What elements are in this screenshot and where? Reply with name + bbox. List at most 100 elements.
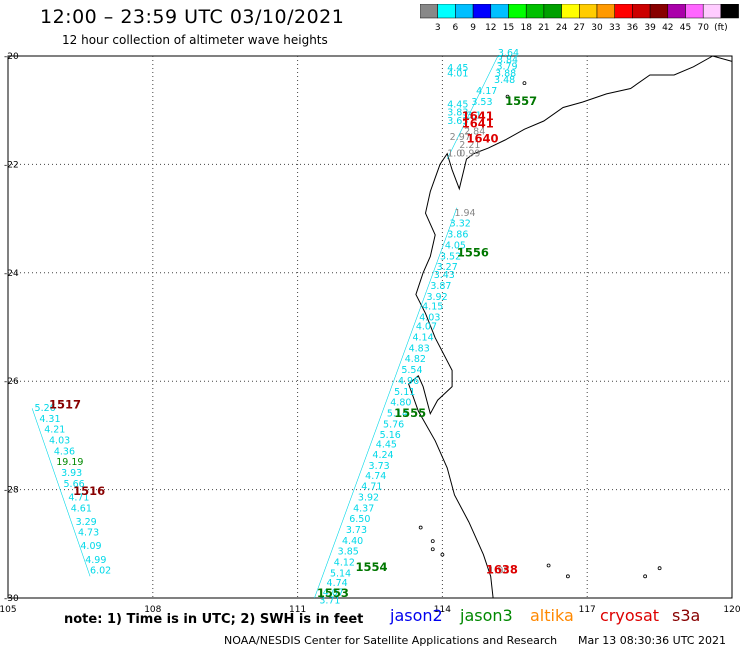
wave-height-reading: 5.76 bbox=[383, 419, 404, 430]
wave-height-reading: 2.84 bbox=[464, 127, 485, 138]
wave-height-reading: 3.43 bbox=[434, 270, 455, 281]
wave-height-reading: 1.98 bbox=[488, 566, 509, 577]
colorbar-label: 21 bbox=[538, 23, 549, 32]
satellite-track bbox=[31, 408, 91, 577]
wave-height-reading: 4.05 bbox=[445, 240, 466, 251]
wave-height-reading: 4.74 bbox=[365, 471, 386, 482]
wave-height-reading: 3.83 bbox=[447, 108, 468, 119]
wave-height-reading: 4.24 bbox=[372, 450, 393, 461]
wave-height-reading: 19.19 bbox=[56, 457, 83, 468]
wave-height-reading: 3.65 bbox=[447, 116, 468, 127]
wave-height-reading: 2.21 bbox=[459, 140, 480, 151]
colorbar-label: 27 bbox=[574, 23, 585, 32]
wave-height-reading: 4.71 bbox=[361, 482, 382, 493]
wave-height-reading: 3.84 bbox=[497, 55, 518, 66]
y-tick-label: -26 bbox=[4, 377, 19, 387]
y-tick-label: -22 bbox=[4, 160, 19, 170]
coastline bbox=[408, 55, 733, 599]
wave-height-reading: 5.16 bbox=[380, 430, 401, 441]
wave-height-reading: 3.52 bbox=[440, 251, 461, 262]
island bbox=[657, 566, 662, 571]
x-tick-label: 120 bbox=[723, 605, 740, 615]
colorbar-label: 3 bbox=[435, 23, 441, 32]
pass-time-label: 1554 bbox=[356, 560, 388, 574]
island bbox=[546, 563, 551, 568]
wave-height-reading: 4.83 bbox=[409, 343, 430, 354]
wave-height-reading: 3.1 bbox=[467, 110, 482, 121]
colorbar-label: 39 bbox=[644, 23, 656, 32]
wave-height-reading: 4.71 bbox=[68, 492, 89, 503]
wave-height-reading: 3.53 bbox=[471, 97, 492, 108]
wave-height-reading: 4.45 bbox=[376, 439, 397, 450]
satellite-track bbox=[446, 55, 499, 160]
wave-height-reading: 1.94 bbox=[454, 208, 475, 219]
wave-height-reading: 3.29 bbox=[76, 517, 97, 528]
wave-height-reading: 4.31 bbox=[39, 414, 60, 425]
colorbar-label: 15 bbox=[503, 23, 514, 32]
wave-height-reading: 4.99 bbox=[85, 555, 106, 566]
colorbar-legend: 3 6 9 12 15 18 21 24 27 30 33 36 39 42 45 70 (ft) bbox=[420, 4, 739, 32]
wave-height-reading: 2.97 bbox=[450, 132, 471, 143]
wave-height-reading: 4.45 bbox=[447, 99, 468, 110]
x-tick-label: 105 bbox=[0, 605, 17, 615]
wave-height-reading: 6.50 bbox=[349, 514, 370, 525]
altimeter-map: 105 108 111 114 117 120 -20 -22 -24 -26 -28 -30 3.64… bbox=[0, 48, 740, 615]
wave-height-reading: 3.92 bbox=[426, 292, 447, 303]
island bbox=[505, 94, 510, 99]
footer-note: note: 1) Time is in UTC; 2) SWH is in fe… bbox=[64, 612, 364, 627]
colorbar-label: 33 bbox=[609, 23, 620, 32]
island bbox=[430, 539, 435, 543]
satellite-legend-entry: cryosat bbox=[600, 606, 660, 625]
footer-credit: NOAA/NESDIS Center for Satellite Applica… bbox=[224, 634, 558, 647]
colorbar-label: 70 bbox=[697, 23, 709, 32]
wave-height-reading: 4.73 bbox=[78, 528, 99, 539]
wave-height-reading: 4.14 bbox=[412, 333, 433, 344]
wave-height-reading: 4.80 bbox=[390, 398, 411, 409]
colorbar-label: 9 bbox=[470, 23, 476, 32]
pass-time-label: 1555 bbox=[394, 406, 426, 420]
wave-height-reading: 3.73 bbox=[346, 525, 367, 536]
pass-time-label: 1516 bbox=[73, 484, 105, 498]
island bbox=[565, 574, 570, 579]
y-tick-label: -28 bbox=[4, 486, 19, 496]
wave-height-reading: 3.93 bbox=[61, 468, 82, 479]
wave-height-reading: 4.96 bbox=[398, 376, 419, 387]
wave-height-reading: 3.85 bbox=[338, 547, 359, 558]
wave-height-reading: 3.86 bbox=[447, 230, 468, 241]
colorbar-swatch bbox=[720, 4, 739, 19]
wave-height-reading: 4.40 bbox=[342, 536, 363, 547]
map-title: 12:00 – 23:59 UTC 03/10/2021 bbox=[40, 6, 345, 28]
colorbar-label: 36 bbox=[627, 23, 639, 32]
wave-height-reading: 3.32 bbox=[450, 219, 471, 230]
wave-height-reading: 4.37 bbox=[353, 503, 374, 514]
wave-height-reading: 3.92 bbox=[358, 492, 379, 503]
footer-timestamp: Mar 13 08:30:36 UTC 2021 bbox=[578, 634, 726, 647]
map-subtitle: 12 hour collection of altimeter wave hei… bbox=[62, 33, 328, 47]
wave-height-reading: 3.27 bbox=[437, 262, 458, 273]
colorbar-label: 42 bbox=[662, 23, 673, 32]
wave-height-reading: 3.87 bbox=[430, 281, 451, 292]
wave-height-reading: 4.03 bbox=[419, 312, 440, 323]
y-tick-label: -30 bbox=[4, 594, 19, 604]
satellite-legend-entry: s3a bbox=[672, 606, 701, 625]
wave-height-reading: 4.03 bbox=[49, 436, 70, 447]
island bbox=[430, 547, 435, 552]
island bbox=[522, 81, 527, 85]
x-tick-label: 108 bbox=[144, 605, 161, 615]
wave-height-reading: 5.11 bbox=[394, 387, 415, 398]
wave-height-reading: 3.71 bbox=[319, 595, 340, 606]
wave-height-reading: 3.73 bbox=[369, 461, 390, 472]
wave-height-reading: 4.07 bbox=[323, 587, 344, 598]
wave-height-reading: 4.12 bbox=[334, 557, 355, 568]
wave-height-reading: 4.36 bbox=[54, 446, 75, 457]
pass-time-label: 1553 bbox=[317, 586, 349, 600]
graticule bbox=[8, 56, 732, 598]
y-tick-label: -20 bbox=[4, 52, 19, 62]
wave-height-reading: 5.14 bbox=[387, 408, 408, 419]
wave-height-reading: 4.21 bbox=[44, 425, 65, 436]
wave-height-reading: 4.17 bbox=[476, 86, 497, 97]
pass-time-label: 1557 bbox=[505, 94, 537, 108]
colorbar-label: 30 bbox=[591, 23, 603, 32]
colorbar-label: 6 bbox=[453, 23, 459, 32]
